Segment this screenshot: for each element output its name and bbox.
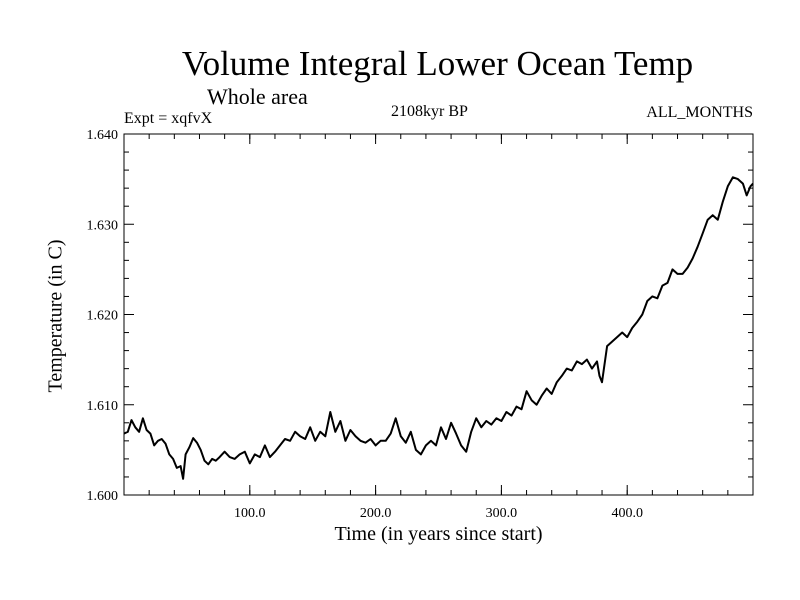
months-label: ALL_MONTHS (646, 104, 753, 121)
y-tick-label: 1.630 (87, 218, 119, 233)
x-tick-label: 100.0 (234, 506, 266, 521)
y-tick-label: 1.600 (87, 489, 119, 504)
data-series-line (123, 176, 754, 480)
axis-ticks (124, 133, 753, 496)
x-axis-label: Time (in years since start) (334, 523, 543, 545)
plot-frame (123, 133, 754, 496)
x-tick-label: 300.0 (486, 506, 518, 521)
chart-subtitle: Whole area (207, 84, 308, 109)
experiment-label: Expt = xqfvX (124, 110, 213, 127)
period-label: 2108kyr BP (391, 103, 468, 120)
axis-tick-labels: 100.0 200.0 300.0 400.0 1.600 1.610 1.620 1.630… (87, 128, 643, 521)
y-tick-label: 1.620 (87, 309, 119, 324)
chart-title: Volume Integral Lower Ocean Temp (181, 44, 694, 83)
x-tick-label: 400.0 (611, 506, 643, 521)
y-tick-label: 1.610 (87, 399, 119, 414)
y-tick-label: 1.640 (87, 128, 119, 143)
x-tick-label: 200.0 (360, 506, 392, 521)
y-axis-label: Temperature (in C) (44, 239, 67, 393)
